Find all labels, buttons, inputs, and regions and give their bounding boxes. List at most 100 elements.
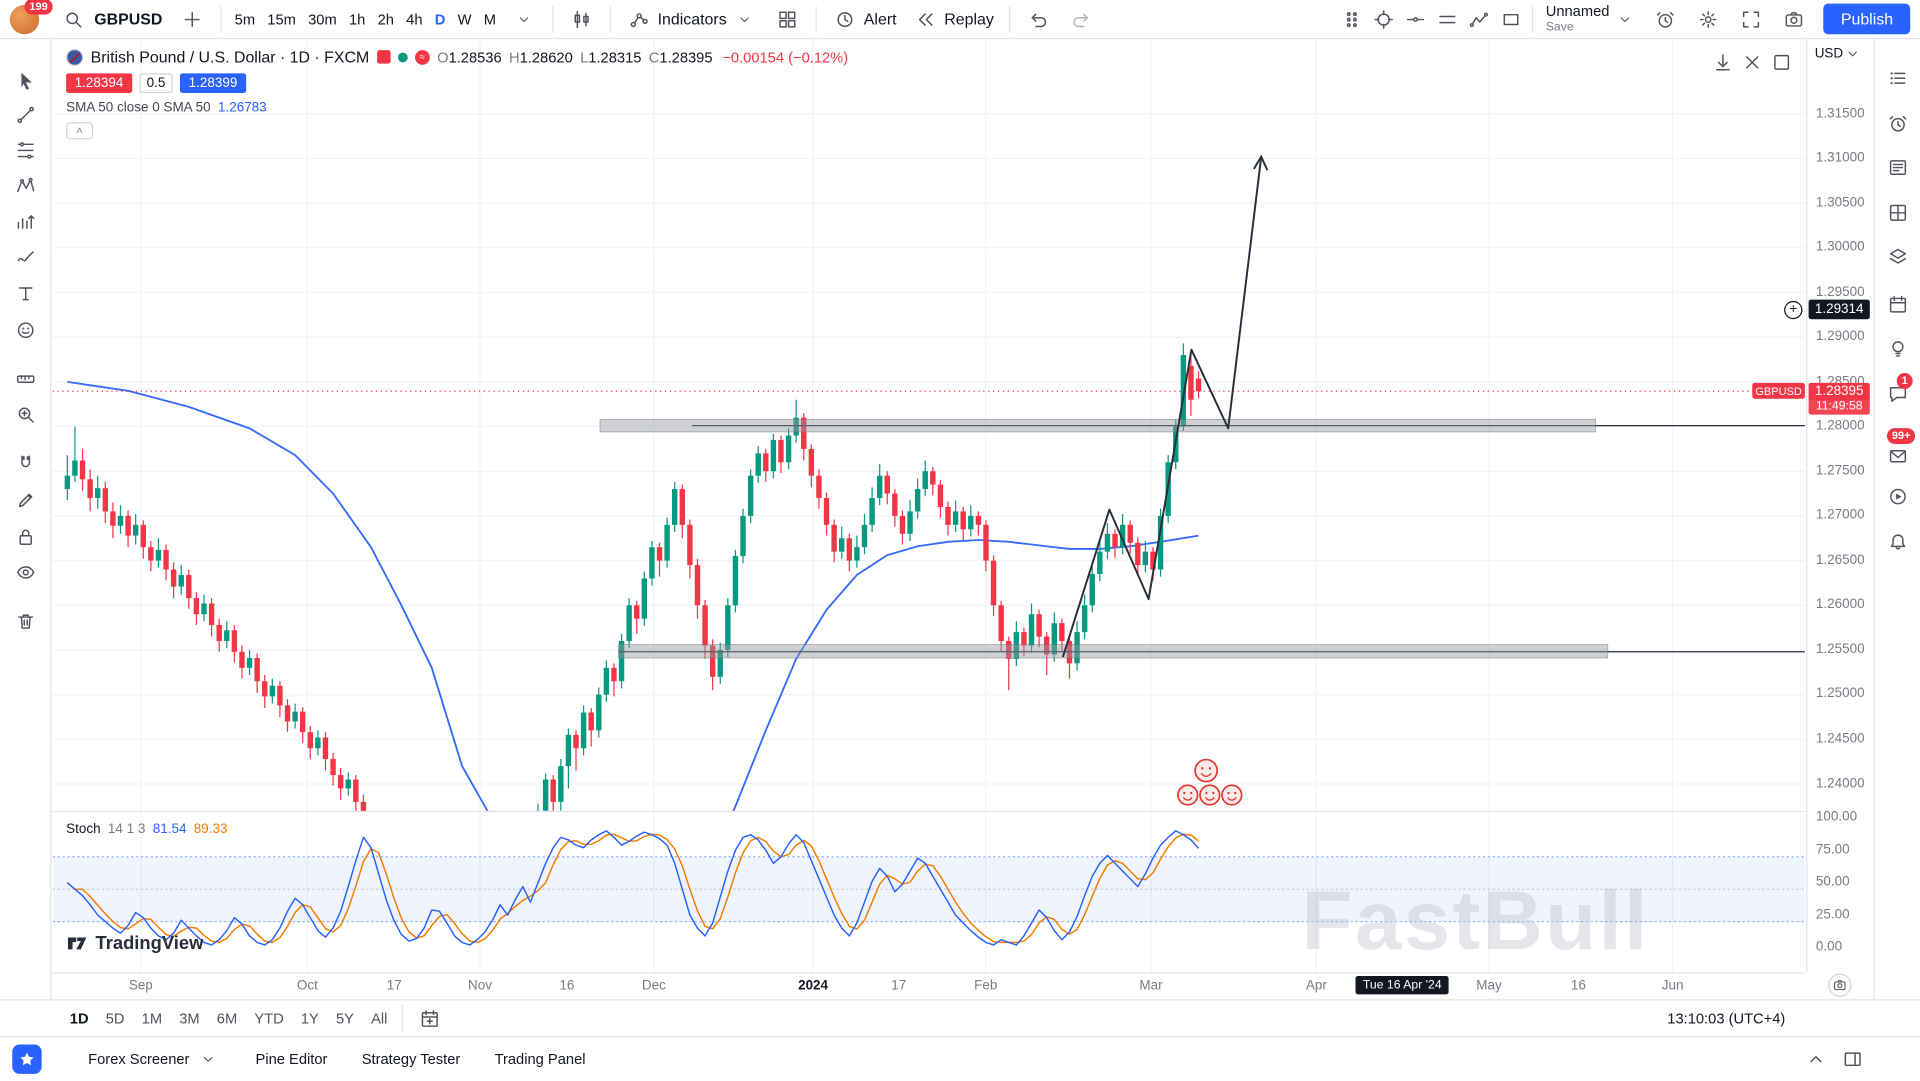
notifications-panel-icon[interactable]	[1885, 528, 1912, 555]
pattern-tool[interactable]	[12, 172, 39, 199]
publish-button[interactable]: Publish	[1824, 4, 1910, 35]
range-6M[interactable]: 6M	[208, 1006, 246, 1030]
indicators-button[interactable]: Indicators	[618, 2, 765, 36]
timeframe-D[interactable]: D	[429, 7, 452, 31]
emoji-sticker[interactable]	[1200, 785, 1220, 805]
sma-indicator-label[interactable]: SMA 50 close 0 SMA 50	[66, 100, 211, 115]
panel-expand-icon[interactable]	[1802, 1045, 1829, 1072]
timeframe-1h[interactable]: 1h	[343, 7, 372, 31]
streams-panel-icon[interactable]	[1885, 483, 1912, 510]
panel-layout-icon[interactable]	[1839, 1045, 1866, 1072]
legend-collapse-button[interactable]: ˄	[66, 122, 93, 139]
magnet-tool[interactable]	[12, 450, 39, 477]
sma-indicator-value: 1.26783	[218, 100, 267, 115]
price-chart-canvas[interactable]	[53, 39, 1805, 811]
snapshot-button[interactable]	[1774, 2, 1816, 36]
scroll-to-recent-icon[interactable]	[1709, 49, 1736, 76]
calendar-panel-icon[interactable]	[1885, 291, 1912, 318]
text-tool[interactable]	[12, 280, 39, 307]
timeframe-15m[interactable]: 15m	[261, 7, 302, 31]
range-3M[interactable]: 3M	[171, 1006, 209, 1030]
alerts-panel-icon[interactable]	[1885, 110, 1912, 137]
symbol-title[interactable]: British Pound / U.S. Dollar · 1D · FXCM	[91, 48, 370, 66]
ideas-panel-icon[interactable]	[1885, 335, 1912, 362]
footer-tab-forex-screener[interactable]: Forex Screener	[71, 1038, 238, 1080]
measure-tool[interactable]	[12, 366, 39, 393]
goto-date-button[interactable]	[409, 1001, 451, 1035]
alert-manager-button[interactable]	[1645, 2, 1687, 36]
chart-settings-button[interactable]	[1688, 2, 1730, 36]
symbol-search-button[interactable]: GBPUSD	[53, 2, 170, 36]
timeframe-5m[interactable]: 5m	[229, 7, 262, 31]
stoch-legend[interactable]: Stoch 14 1 3 81.54 89.33	[66, 822, 227, 837]
range-1Y[interactable]: 1Y	[292, 1006, 327, 1030]
fib-retracement-tool[interactable]	[12, 137, 39, 164]
bid-price-box[interactable]: 1.28394	[66, 73, 132, 93]
draw-tool[interactable]	[12, 487, 39, 514]
timeframe-30m[interactable]: 30m	[302, 7, 343, 31]
footer-tab-trading-panel[interactable]: Trading Panel	[477, 1038, 602, 1080]
timeframe-4h[interactable]: 4h	[400, 7, 429, 31]
currency-dropdown[interactable]: USD	[1815, 46, 1861, 61]
trend-line-tool[interactable]	[12, 102, 39, 129]
rectangle-tool-icon[interactable]	[1498, 6, 1525, 33]
maximize-pane-icon[interactable]	[1768, 49, 1795, 76]
demand-zone[interactable]	[618, 645, 1607, 658]
redo-button[interactable]	[1060, 2, 1102, 36]
add-alert-plus-icon[interactable]: +	[1784, 301, 1802, 319]
alert-button[interactable]: Alert	[825, 2, 904, 36]
emoji-tool[interactable]	[12, 317, 39, 344]
time-tick: Apr	[1306, 978, 1327, 993]
range-YTD[interactable]: YTD	[246, 1006, 293, 1030]
parallel-channel-tool-icon[interactable]	[1434, 6, 1461, 33]
range-1M[interactable]: 1M	[133, 1006, 171, 1030]
remove-tool[interactable]	[12, 608, 39, 635]
timeframe-menu-button[interactable]	[503, 2, 545, 36]
object-tree-panel-icon[interactable]	[1885, 243, 1912, 270]
inbox-panel-icon[interactable]	[1885, 443, 1912, 470]
emoji-sticker[interactable]	[1195, 760, 1217, 782]
news-panel-icon[interactable]	[1885, 154, 1912, 181]
user-avatar[interactable]: 199	[10, 4, 39, 33]
visibility-tool[interactable]	[12, 559, 39, 586]
footer-tab-strategy-tester[interactable]: Strategy Tester	[345, 1038, 478, 1080]
close-pane-icon[interactable]	[1739, 49, 1766, 76]
footer-tab-pine-editor[interactable]: Pine Editor	[238, 1038, 344, 1080]
ask-price-box[interactable]: 1.28399	[180, 73, 246, 93]
data-window-panel-icon[interactable]	[1885, 199, 1912, 226]
timeframe-W[interactable]: W	[452, 7, 478, 31]
layout-templates-button[interactable]	[767, 2, 809, 36]
tradingview-logo[interactable]: TradingView	[66, 932, 203, 954]
quick-access-button[interactable]	[12, 1044, 41, 1073]
emoji-sticker[interactable]	[1178, 785, 1198, 805]
chart-style-button[interactable]	[561, 2, 603, 36]
timeframe-2h[interactable]: 2h	[371, 7, 400, 31]
fullscreen-button[interactable]	[1731, 2, 1773, 36]
horizontal-line-tool-icon[interactable]	[1402, 6, 1429, 33]
range-5Y[interactable]: 5Y	[327, 1006, 362, 1030]
replay-button[interactable]: Replay	[905, 2, 1001, 36]
crosshair-tool-icon[interactable]	[1371, 6, 1398, 33]
zoom-tool[interactable]	[12, 401, 39, 428]
axis-snapshot-button[interactable]	[1828, 974, 1851, 997]
lock-tool[interactable]	[12, 523, 39, 550]
range-1D[interactable]: 1D	[61, 1006, 97, 1030]
range-All[interactable]: All	[363, 1006, 396, 1030]
stoch-pane-canvas[interactable]	[53, 812, 1805, 972]
polyline-tool-icon[interactable]	[1466, 6, 1493, 33]
server-clock[interactable]: 13:10:03 (UTC+4)	[1667, 1010, 1785, 1027]
emoji-sticker[interactable]	[1222, 785, 1242, 805]
compare-add-button[interactable]	[171, 2, 213, 36]
supply-zone[interactable]	[600, 419, 1596, 432]
range-5D[interactable]: 5D	[97, 1006, 133, 1030]
drag-handle-icon[interactable]	[1339, 6, 1366, 33]
undo-button[interactable]	[1017, 2, 1059, 36]
brush-tool[interactable]	[12, 243, 39, 270]
cursor-tool[interactable]	[12, 67, 39, 94]
watchlist-panel-icon[interactable]	[1885, 65, 1912, 92]
timeframe-M[interactable]: M	[478, 7, 502, 31]
forecast-tool[interactable]	[12, 208, 39, 235]
